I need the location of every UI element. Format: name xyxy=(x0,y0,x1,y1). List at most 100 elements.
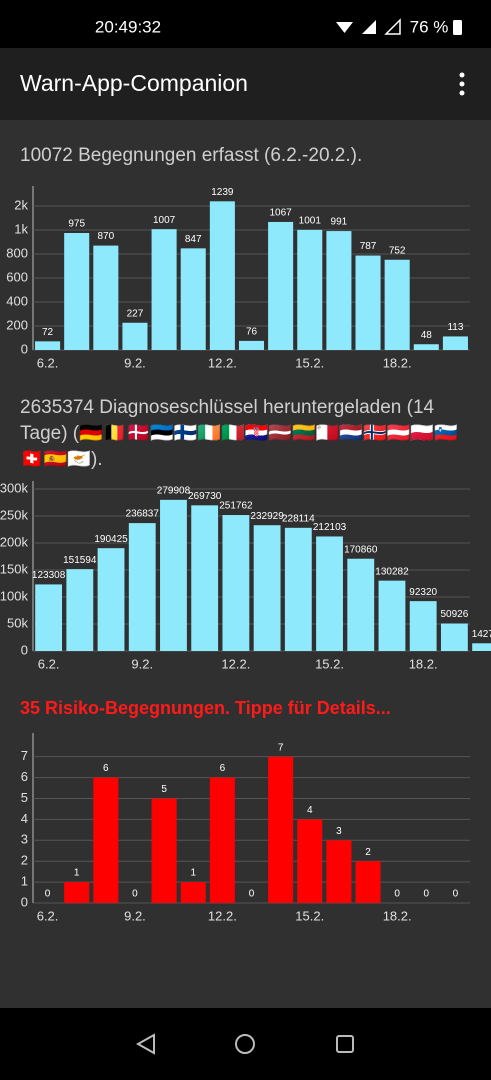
value-label: 228114 xyxy=(282,513,315,524)
battery-level: 76 % xyxy=(410,17,449,36)
bar xyxy=(413,344,439,350)
y-tick-label: 0 xyxy=(21,642,28,657)
y-tick-label: 3 xyxy=(21,832,28,847)
menu-dot[interactable] xyxy=(459,81,465,87)
value-label: 232929 xyxy=(250,511,284,522)
value-label: 123308 xyxy=(32,570,66,581)
bar xyxy=(316,536,343,651)
y-tick-label: 6 xyxy=(21,769,28,784)
value-label: 92320 xyxy=(409,587,437,598)
bar xyxy=(268,756,294,903)
bar xyxy=(180,248,206,350)
battery-icon xyxy=(453,20,462,35)
y-tick-label: 150k xyxy=(0,561,28,576)
value-label: 0 xyxy=(132,889,138,900)
bar xyxy=(268,221,294,350)
bar xyxy=(191,505,219,651)
value-label: 50926 xyxy=(440,609,468,620)
risk-link[interactable]: 35 Risiko-Begegnungen. Tippe für Details… xyxy=(20,698,391,718)
value-label: 1239 xyxy=(211,187,234,198)
bar xyxy=(93,245,119,350)
chart-title: 10072 Begegnungen erfasst (6.2.-20.2.). xyxy=(20,145,363,166)
x-tick-label: 9.2. xyxy=(124,355,146,370)
x-tick-label: 18.2. xyxy=(409,656,438,671)
y-tick-label: 300k xyxy=(0,480,28,495)
x-tick-label: 6.2. xyxy=(37,908,59,923)
bar xyxy=(355,861,381,903)
bar xyxy=(35,341,61,350)
bar xyxy=(355,255,381,350)
x-tick-label: 12.2. xyxy=(208,355,237,370)
value-label: 2 xyxy=(365,847,371,858)
value-label: 190425 xyxy=(94,534,128,545)
bar xyxy=(472,643,491,651)
value-label: 0 xyxy=(394,889,400,900)
y-tick-label: 2 xyxy=(21,853,28,868)
value-label: 0 xyxy=(424,889,430,900)
value-label: 991 xyxy=(331,217,348,228)
y-tick-label: 7 xyxy=(21,748,28,763)
value-label: 1 xyxy=(74,868,80,879)
back-button[interactable] xyxy=(135,1033,155,1055)
value-label: 72 xyxy=(42,327,54,338)
x-tick-label: 9.2. xyxy=(131,656,153,671)
y-tick-label: 1k xyxy=(14,221,28,236)
menu-dot[interactable] xyxy=(459,72,465,78)
x-tick-label: 15.2. xyxy=(295,355,324,370)
value-label: 975 xyxy=(68,219,85,230)
value-label: 847 xyxy=(185,234,202,245)
bar xyxy=(326,840,352,903)
value-label: 269730 xyxy=(188,491,222,502)
value-label: 1 xyxy=(190,868,196,879)
value-label: 1007 xyxy=(153,215,176,226)
value-label: 5 xyxy=(161,784,167,795)
value-label: 212103 xyxy=(313,522,347,533)
bar xyxy=(97,548,125,651)
app-title: Warn-App-Companion xyxy=(20,70,248,96)
x-tick-label: 18.2. xyxy=(383,908,412,923)
y-tick-label: 200k xyxy=(0,534,28,549)
value-label: 279908 xyxy=(157,485,191,496)
value-label: 1067 xyxy=(270,208,293,219)
nav-bar xyxy=(0,1008,491,1080)
value-label: 151594 xyxy=(63,555,97,566)
bar xyxy=(238,340,265,350)
bar xyxy=(64,882,90,903)
bar xyxy=(440,623,468,651)
bar xyxy=(384,259,410,350)
menu-dot[interactable] xyxy=(459,90,465,96)
x-tick-label: 12.2. xyxy=(208,908,237,923)
clock: 20:49:32 xyxy=(95,17,161,36)
value-label: 6 xyxy=(103,763,109,774)
y-tick-label: 5 xyxy=(21,790,28,805)
y-tick-label: 1 xyxy=(21,874,28,889)
value-label: 227 xyxy=(127,308,144,319)
value-label: 787 xyxy=(360,241,377,252)
value-label: 251762 xyxy=(219,501,253,512)
value-label: 4 xyxy=(307,805,313,816)
bar xyxy=(209,201,235,350)
bar xyxy=(284,527,312,651)
y-tick-label: 800 xyxy=(6,245,28,260)
y-tick-label: 400 xyxy=(6,293,28,308)
bar xyxy=(442,336,468,350)
recents-button[interactable] xyxy=(336,1035,354,1053)
bar xyxy=(93,777,119,903)
x-tick-label: 6.2. xyxy=(37,355,59,370)
home-button[interactable] xyxy=(235,1034,255,1054)
bar xyxy=(297,229,323,350)
value-label: 752 xyxy=(389,245,406,256)
bar xyxy=(66,569,94,651)
bar xyxy=(128,523,156,651)
status-bar xyxy=(0,0,491,48)
value-label: 1001 xyxy=(299,216,322,227)
value-label: 130282 xyxy=(375,566,409,577)
value-label: 6 xyxy=(220,763,226,774)
bar xyxy=(151,798,177,903)
overflow-menu[interactable] xyxy=(459,72,465,96)
y-tick-label: 100k xyxy=(0,588,28,603)
x-tick-label: 18.2. xyxy=(383,355,412,370)
bar xyxy=(409,601,437,651)
bar xyxy=(209,777,235,903)
value-label: 14276 xyxy=(472,629,491,640)
